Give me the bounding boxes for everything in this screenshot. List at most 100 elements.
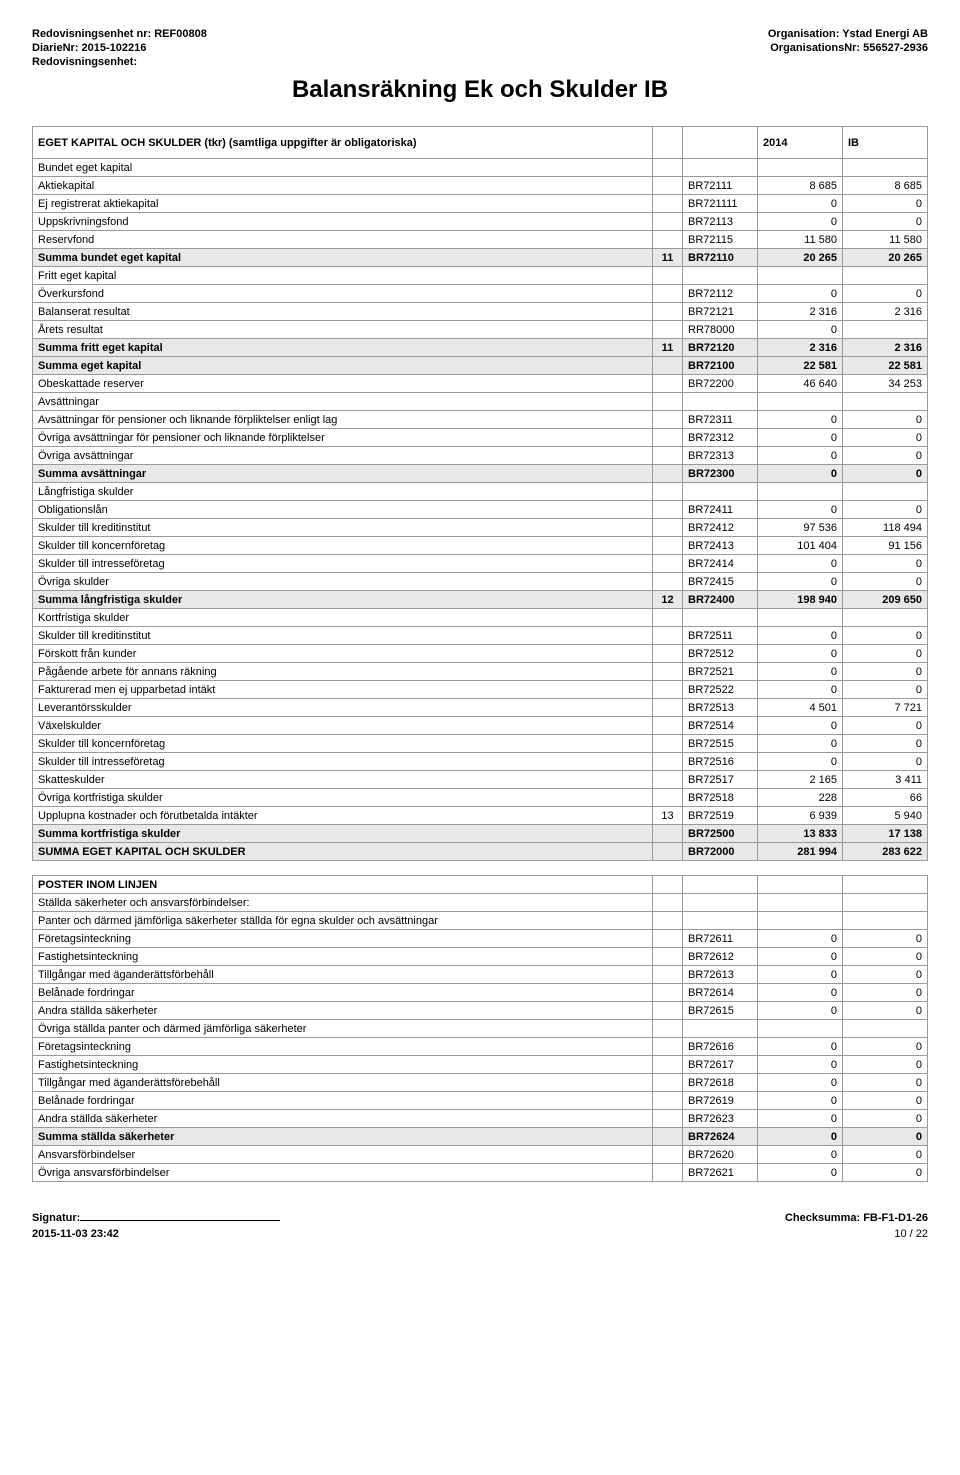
row-code: BR72313 — [683, 447, 758, 465]
row-value-2: 0 — [843, 663, 928, 681]
row-note — [653, 663, 683, 681]
table-row: Skulder till kreditinstitutBR7241297 536… — [33, 519, 928, 537]
table-row: Upplupna kostnader och förutbetalda intä… — [33, 807, 928, 825]
row-note — [653, 876, 683, 894]
table-row: Övriga skulderBR7241500 — [33, 573, 928, 591]
col-header-ib: IB — [843, 127, 928, 159]
row-note — [653, 1092, 683, 1110]
table-row: POSTER INOM LINJEN — [33, 876, 928, 894]
row-note — [653, 984, 683, 1002]
table-row: FöretagsinteckningBR7261100 — [33, 930, 928, 948]
row-label: SUMMA EGET KAPITAL OCH SKULDER — [33, 843, 653, 861]
row-value-2 — [843, 393, 928, 411]
table-row: Övriga ansvarsförbindelserBR7262100 — [33, 1164, 928, 1182]
row-value-2: 0 — [843, 966, 928, 984]
row-value-1: 228 — [758, 789, 843, 807]
row-label: Övriga ställda panter och därmed jämförl… — [33, 1020, 653, 1038]
table-row: Övriga avsättningarBR7231300 — [33, 447, 928, 465]
row-note — [653, 483, 683, 501]
row-value-2: 0 — [843, 195, 928, 213]
row-note — [653, 159, 683, 177]
row-note — [653, 429, 683, 447]
row-label: Pågående arbete för annans räkning — [33, 663, 653, 681]
table-row: FastighetsinteckningBR7261200 — [33, 948, 928, 966]
row-label: Andra ställda säkerheter — [33, 1110, 653, 1128]
table-row: Avsättningar för pensioner och liknande … — [33, 411, 928, 429]
row-value-2 — [843, 609, 928, 627]
table-row: Övriga avsättningar för pensioner och li… — [33, 429, 928, 447]
table-row: Summa avsättningarBR7230000 — [33, 465, 928, 483]
row-label: Skulder till kreditinstitut — [33, 627, 653, 645]
row-label: Ej registrerat aktiekapital — [33, 195, 653, 213]
row-code: BR72121 — [683, 303, 758, 321]
row-code: BR72518 — [683, 789, 758, 807]
table-row: Förskott från kunderBR7251200 — [33, 645, 928, 663]
row-note — [653, 411, 683, 429]
row-value-2: 0 — [843, 1146, 928, 1164]
row-code: BR72611 — [683, 930, 758, 948]
row-note — [653, 1128, 683, 1146]
row-value-2: 0 — [843, 1092, 928, 1110]
table-row: Skulder till koncernföretagBR7251500 — [33, 735, 928, 753]
row-value-2 — [843, 159, 928, 177]
table-row: FastighetsinteckningBR7261700 — [33, 1056, 928, 1074]
row-note — [653, 753, 683, 771]
row-code: BR72624 — [683, 1128, 758, 1146]
row-code — [683, 393, 758, 411]
row-value-2: 5 940 — [843, 807, 928, 825]
row-value-1: 0 — [758, 195, 843, 213]
row-note — [653, 627, 683, 645]
row-value-1: 0 — [758, 753, 843, 771]
row-value-2: 0 — [843, 984, 928, 1002]
row-code: RR78000 — [683, 321, 758, 339]
row-note — [653, 573, 683, 591]
checksum-label: Checksumma: FB-F1-D1-26 — [785, 1212, 928, 1224]
row-label: Upplupna kostnader och förutbetalda intä… — [33, 807, 653, 825]
row-label: Fastighetsinteckning — [33, 948, 653, 966]
row-label: Företagsinteckning — [33, 930, 653, 948]
row-label: Bundet eget kapital — [33, 159, 653, 177]
row-value-1: 0 — [758, 948, 843, 966]
row-value-1: 0 — [758, 1002, 843, 1020]
row-code — [683, 483, 758, 501]
table-row: Ställda säkerheter och ansvarsförbindels… — [33, 894, 928, 912]
row-value-1: 0 — [758, 285, 843, 303]
row-label: Summa fritt eget kapital — [33, 339, 653, 357]
row-value-1: 0 — [758, 984, 843, 1002]
secondary-table: POSTER INOM LINJENStällda säkerheter och… — [32, 875, 928, 1182]
row-note — [653, 519, 683, 537]
table-row: Fakturerad men ej upparbetad intäktBR725… — [33, 681, 928, 699]
row-note — [653, 375, 683, 393]
row-code: BR72519 — [683, 807, 758, 825]
table-row: Skulder till kreditinstitutBR7251100 — [33, 627, 928, 645]
row-note — [653, 1020, 683, 1038]
row-value-2: 0 — [843, 1056, 928, 1074]
row-code: BR72513 — [683, 699, 758, 717]
table-row: Övriga ställda panter och därmed jämförl… — [33, 1020, 928, 1038]
row-label: Växelskulder — [33, 717, 653, 735]
row-label: Kortfristiga skulder — [33, 609, 653, 627]
row-note: 12 — [653, 591, 683, 609]
row-value-2 — [843, 912, 928, 930]
row-label: Tillgångar med äganderättsförbehåll — [33, 966, 653, 984]
row-label: Företagsinteckning — [33, 1038, 653, 1056]
row-value-2: 34 253 — [843, 375, 928, 393]
row-value-2: 118 494 — [843, 519, 928, 537]
row-note — [653, 1038, 683, 1056]
row-code: BR72312 — [683, 429, 758, 447]
table-row: Summa ställda säkerheterBR7262400 — [33, 1128, 928, 1146]
row-value-1: 0 — [758, 411, 843, 429]
row-code: BR72617 — [683, 1056, 758, 1074]
row-value-1 — [758, 876, 843, 894]
row-value-1: 2 316 — [758, 339, 843, 357]
row-value-2: 0 — [843, 1038, 928, 1056]
row-value-2: 20 265 — [843, 249, 928, 267]
row-code — [683, 267, 758, 285]
row-value-1: 0 — [758, 681, 843, 699]
row-code: BR72400 — [683, 591, 758, 609]
row-label: Övriga avsättningar för pensioner och li… — [33, 429, 653, 447]
table-row: Långfristiga skulder — [33, 483, 928, 501]
table-row: AktiekapitalBR721118 6858 685 — [33, 177, 928, 195]
row-value-1: 198 940 — [758, 591, 843, 609]
row-label: Skulder till koncernföretag — [33, 735, 653, 753]
